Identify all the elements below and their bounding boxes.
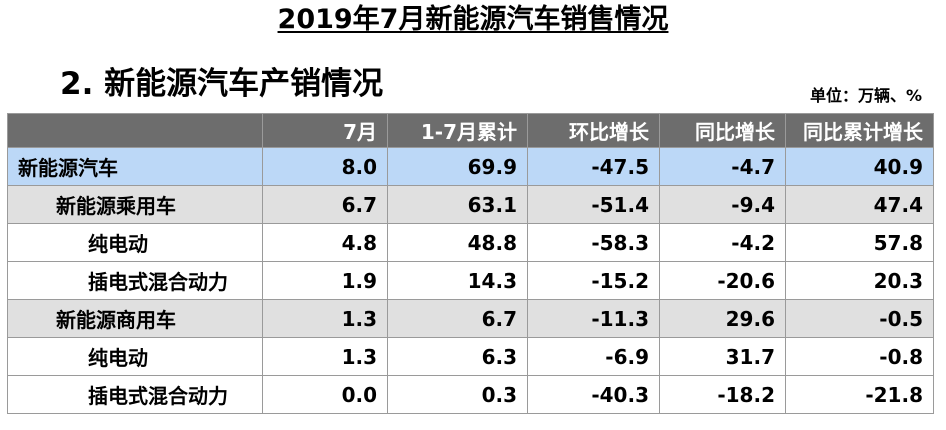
header-cell: 同比增长 <box>659 113 786 148</box>
document-title: 2019年7月新能源汽车销售情况 <box>0 2 946 38</box>
sales-table: 7月 1-7月累计 环比增长 同比增长 同比累计增长 新能源汽车 8.0 69.9 -47.5… <box>7 113 934 414</box>
value-cell: 48.8 <box>387 223 528 262</box>
section-title: 2. 新能源汽车产销情况 <box>60 66 384 102</box>
value-cell: -6.9 <box>527 337 660 376</box>
value-cell: 57.8 <box>785 223 934 262</box>
value-cell: 6.7 <box>387 299 528 338</box>
value-cell: 14.3 <box>387 261 528 300</box>
value-cell: 29.6 <box>659 299 786 338</box>
row-label: 纯电动 <box>7 223 263 262</box>
value-cell: -4.2 <box>659 223 786 262</box>
table-row: 插电式混合动力 1.9 14.3 -15.2 -20.6 20.3 <box>7 261 934 300</box>
value-cell: -40.3 <box>527 375 660 414</box>
table-row: 新能源商用车 1.3 6.7 -11.3 29.6 -0.5 <box>7 299 934 338</box>
header-cell: 同比累计增长 <box>785 113 934 148</box>
value-cell: 1.3 <box>262 337 388 376</box>
value-cell: 63.1 <box>387 185 528 224</box>
value-cell: 6.7 <box>262 185 388 224</box>
row-label: 插电式混合动力 <box>7 261 263 300</box>
header-cell: 1-7月累计 <box>387 113 528 148</box>
value-cell: 47.4 <box>785 185 934 224</box>
table-row: 新能源汽车 8.0 69.9 -47.5 -4.7 40.9 <box>7 147 934 186</box>
table-row: 插电式混合动力 0.0 0.3 -40.3 -18.2 -21.8 <box>7 375 934 414</box>
value-cell: -58.3 <box>527 223 660 262</box>
value-cell: -18.2 <box>659 375 786 414</box>
table-row: 纯电动 4.8 48.8 -58.3 -4.2 57.8 <box>7 223 934 262</box>
value-cell: 1.9 <box>262 261 388 300</box>
row-label: 插电式混合动力 <box>7 375 263 414</box>
value-cell: -47.5 <box>527 147 660 186</box>
header-cell: 环比增长 <box>527 113 660 148</box>
table-row: 新能源乘用车 6.7 63.1 -51.4 -9.4 47.4 <box>7 185 934 224</box>
value-cell: 6.3 <box>387 337 528 376</box>
value-cell: 40.9 <box>785 147 934 186</box>
header-row: 7月 1-7月累计 环比增长 同比增长 同比累计增长 <box>7 113 934 148</box>
value-cell: 0.3 <box>387 375 528 414</box>
value-cell: 1.3 <box>262 299 388 338</box>
value-cell: 20.3 <box>785 261 934 300</box>
value-cell: 31.7 <box>659 337 786 376</box>
header-cell-label <box>7 113 263 148</box>
row-label: 新能源乘用车 <box>7 185 263 224</box>
table-row: 纯电动 1.3 6.3 -6.9 31.7 -0.8 <box>7 337 934 376</box>
value-cell: -0.5 <box>785 299 934 338</box>
row-label: 纯电动 <box>7 337 263 376</box>
value-cell: -0.8 <box>785 337 934 376</box>
table-body: 新能源汽车 8.0 69.9 -47.5 -4.7 40.9 新能源乘用车 6.7 63.1 -5… <box>7 147 934 414</box>
value-cell: 0.0 <box>262 375 388 414</box>
value-cell: 8.0 <box>262 147 388 186</box>
value-cell: -15.2 <box>527 261 660 300</box>
unit-note: 单位：万辆、% <box>809 86 922 105</box>
header-cell: 7月 <box>262 113 388 148</box>
value-cell: 4.8 <box>262 223 388 262</box>
value-cell: -4.7 <box>659 147 786 186</box>
row-label: 新能源商用车 <box>7 299 263 338</box>
value-cell: -11.3 <box>527 299 660 338</box>
document-title-text: 2019年7月新能源汽车销售情况 <box>277 4 669 35</box>
value-cell: -9.4 <box>659 185 786 224</box>
value-cell: -20.6 <box>659 261 786 300</box>
row-label: 新能源汽车 <box>7 147 263 186</box>
value-cell: 69.9 <box>387 147 528 186</box>
value-cell: -51.4 <box>527 185 660 224</box>
value-cell: -21.8 <box>785 375 934 414</box>
table-header: 7月 1-7月累计 环比增长 同比增长 同比累计增长 <box>7 113 934 148</box>
